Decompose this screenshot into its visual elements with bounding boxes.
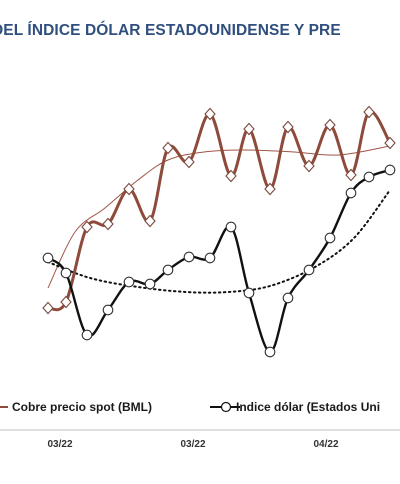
copper-point — [345, 168, 357, 182]
copper-point — [204, 107, 216, 121]
copper-point — [243, 122, 255, 136]
copper-point — [264, 182, 276, 196]
legend: Cobre precio spot (BML) Indice dólar (Es… — [0, 400, 380, 414]
copper-point — [384, 136, 396, 150]
dollar-point — [345, 187, 357, 199]
copper-point — [282, 120, 294, 134]
dollar-point — [42, 252, 54, 264]
dollar-point — [102, 304, 114, 316]
copper-point — [102, 217, 114, 231]
copper-point — [183, 155, 195, 169]
dollar-point — [264, 346, 276, 358]
dollar-point — [303, 264, 315, 276]
copper-point — [60, 295, 72, 309]
copper-point — [144, 214, 156, 228]
dollar-point — [144, 278, 156, 290]
dollar-point — [123, 276, 135, 288]
dollar-point — [363, 171, 375, 183]
series-layer — [47, 110, 392, 354]
dollar-point — [282, 292, 294, 304]
dollar-point — [324, 232, 336, 244]
dollar-point — [81, 329, 93, 341]
copper-point — [324, 118, 336, 132]
dollar-point — [60, 267, 72, 279]
legend-label-dollar: Indice dólar (Estados Uni — [236, 400, 380, 414]
series-line-dollar — [47, 168, 391, 354]
copper-point — [225, 169, 237, 183]
x-tick-label: 03/22 — [180, 439, 205, 450]
copper-point — [81, 220, 93, 234]
dollar-point — [162, 264, 174, 276]
x-tick-label: 04/22 — [313, 439, 338, 450]
copper-point — [123, 182, 135, 196]
dollar-point — [384, 164, 396, 176]
copper-point — [363, 105, 375, 119]
marker-layer — [42, 105, 396, 358]
copper-point — [303, 159, 315, 173]
dollar-point — [204, 252, 216, 264]
dollar-point — [243, 287, 255, 299]
legend-label-copper: Cobre precio spot (BML) — [12, 400, 152, 414]
legend-marker-dollar — [220, 401, 232, 413]
trendline-dollar — [47, 189, 391, 294]
x-axis: 03/22 03/22 04/22 — [0, 429, 400, 450]
dollar-point — [183, 251, 195, 263]
copper-point — [162, 141, 174, 155]
x-tick-label: 03/22 — [47, 439, 72, 450]
chart-title: DEL ÍNDICE DÓLAR ESTADOUNIDENSE Y PRE — [0, 22, 341, 39]
copper-point — [42, 301, 54, 315]
dollar-point — [225, 221, 237, 233]
